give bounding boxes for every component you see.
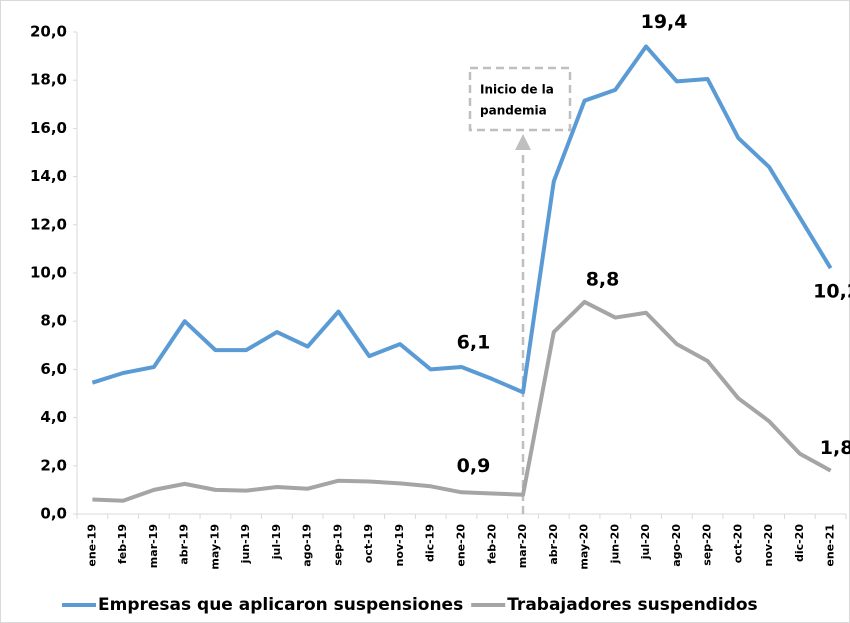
x-tick-label: feb-20 [485,524,498,564]
x-tick-label: oct-20 [731,524,744,564]
y-tick-label: 6,0 [40,360,67,378]
y-tick-label: 18,0 [30,71,67,89]
x-tick-label: may-19 [208,524,221,570]
data-label: 6,1 [457,331,491,353]
y-tick-label: 20,0 [30,23,67,41]
x-tick-label: abr-19 [178,524,191,565]
y-tick-label: 4,0 [40,408,67,426]
x-tick-label: may-20 [578,524,591,570]
x-tick-label: jul-19 [270,524,283,560]
x-tick-label: sep-20 [701,524,714,566]
series-line [92,299,832,503]
data-label: 8,8 [586,268,620,290]
series-line [91,44,833,395]
y-tick-label: 2,0 [40,456,67,474]
x-tick-label: ago-20 [670,524,683,567]
x-tick-label: jun-20 [608,524,621,565]
x-tick-label: nov-20 [762,524,775,567]
x-tick-label: ene-19 [85,524,98,567]
y-tick-label: 16,0 [30,119,67,137]
x-tick-label: ene-21 [824,524,837,567]
annotation-box [468,66,572,132]
data-label: 19,4 [641,11,688,33]
x-tick-label: ene-20 [455,524,468,567]
data-label: 10,2 [813,281,850,303]
y-tick-label: 8,0 [40,312,67,330]
y-tick-label: 14,0 [30,167,67,185]
x-tick-label: mar-19 [147,524,160,568]
data-label: 0,9 [457,455,491,477]
x-tick-label: dic-19 [424,524,437,562]
x-tick-label: jun-19 [239,524,252,564]
legend-label: Empresas que aplicaron suspensiones [98,595,463,615]
x-tick-label: mar-20 [516,524,529,569]
annotation-text: pandemia [480,104,547,118]
x-tick-label: oct-19 [362,524,375,563]
y-tick-label: 0,0 [40,505,67,523]
annotation-arrowhead [515,134,532,150]
data-label: 1,8 [820,437,850,459]
x-tick-label: abr-20 [547,524,560,565]
legend-label: Trabajadores suspendidos [507,595,757,615]
y-tick-label: 12,0 [30,215,67,233]
x-tick-label: feb-19 [116,524,129,564]
annotation: Inicio de la pandemia [468,66,572,514]
x-tick-label: nov-19 [393,524,406,566]
annotation-text: Inicio de la [480,83,554,97]
x-tick-label: sep-19 [331,524,344,566]
x-tick-label: dic-20 [793,524,806,562]
y-tick-label: 10,0 [30,264,67,282]
x-tick-label: jul-20 [639,524,652,561]
x-tick-label: ago-19 [301,524,314,567]
